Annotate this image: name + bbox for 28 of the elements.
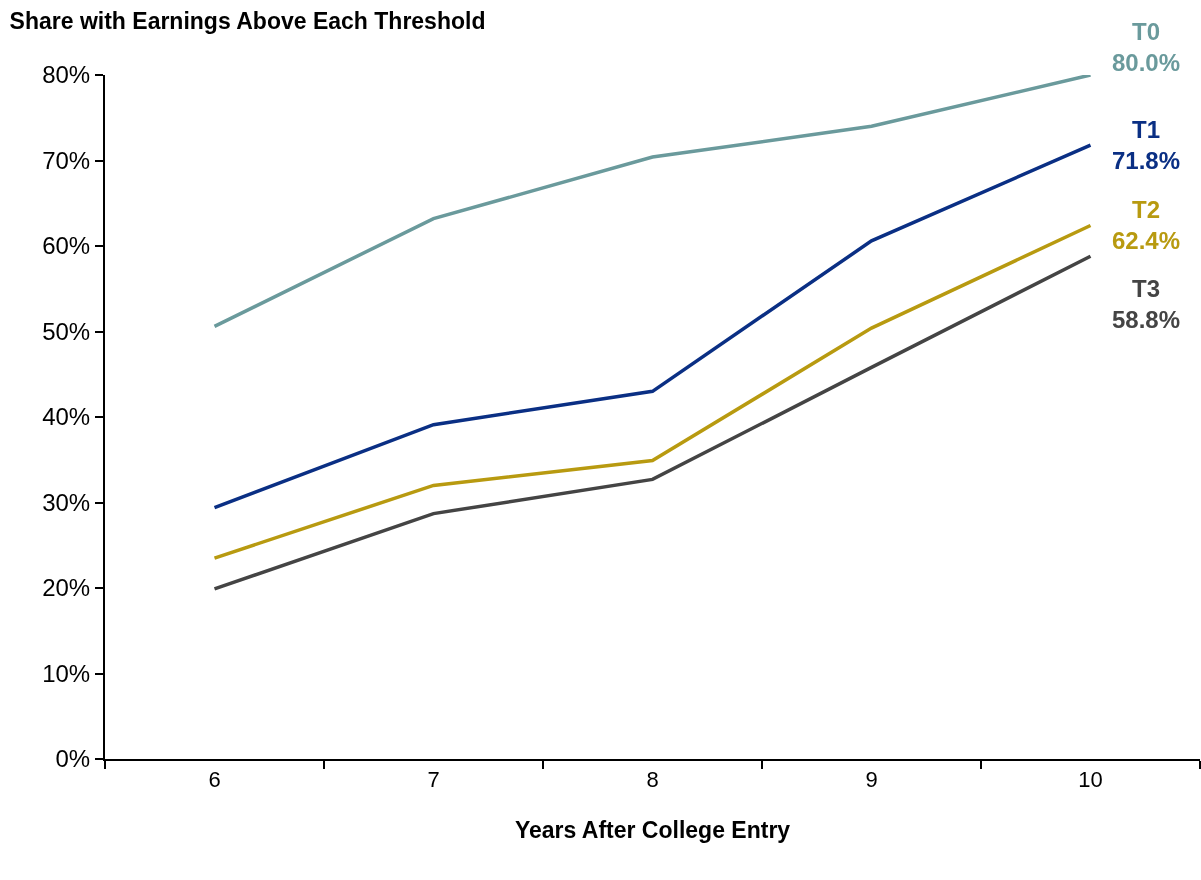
x-tick-label: 9	[865, 767, 878, 793]
y-tick-label: 80%	[42, 61, 91, 89]
data-label: 62.4%	[1112, 227, 1181, 255]
line-series	[212, 75, 1093, 329]
text: T0	[1132, 18, 1161, 45]
y-tick-label: 30%	[42, 488, 91, 516]
series-label: T1	[1132, 116, 1161, 143]
x-tick-label: 8	[646, 767, 659, 793]
y-tick-label: 10%	[42, 659, 91, 687]
y-tick-label: 70%	[42, 146, 91, 174]
x-tick-label: 6	[208, 767, 221, 793]
chart-title: Share with Earnings Above Each Threshold	[9, 8, 486, 35]
series-label: T2	[1132, 196, 1161, 223]
line-series	[212, 223, 1093, 560]
x-tick-label: 10	[1078, 767, 1103, 793]
y-tick-label: 20%	[42, 574, 91, 602]
data-label: 71.8%	[1112, 147, 1181, 175]
x-axis-title: Years After College Entry	[514, 816, 791, 843]
data-label: 80.0%	[1112, 49, 1181, 77]
y-tick-label: 40%	[42, 403, 91, 431]
data-label: 58.8%	[1112, 306, 1181, 334]
line-series	[212, 143, 1093, 510]
series-label: T3	[1132, 275, 1161, 302]
y-tick-label: 60%	[42, 232, 91, 260]
x-tick-label: 7	[427, 767, 440, 793]
y-tick-label: 50%	[42, 317, 91, 345]
y-tick-label: 0%	[55, 745, 91, 773]
line-series	[212, 254, 1093, 591]
